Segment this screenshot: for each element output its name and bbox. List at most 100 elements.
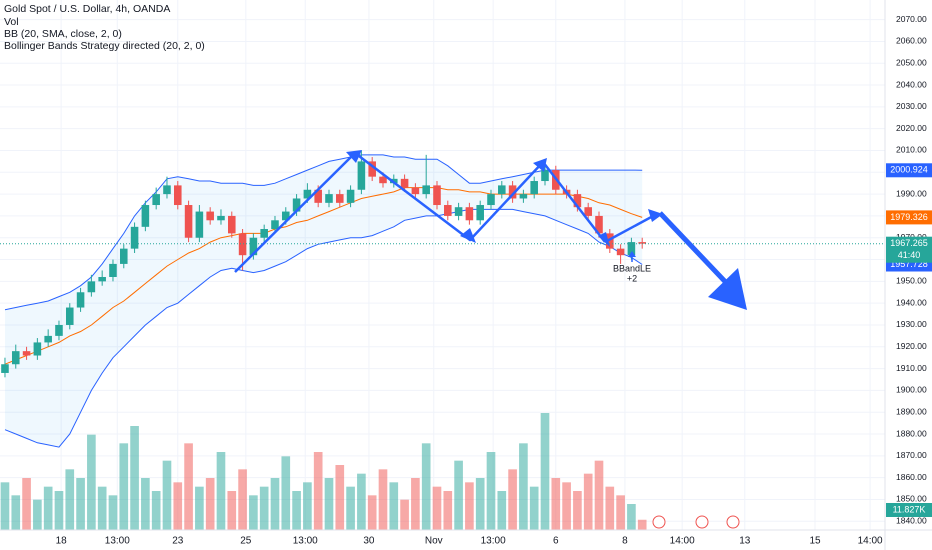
arrow-head bbox=[533, 158, 547, 172]
volume-bar bbox=[346, 486, 355, 530]
y-tick-label: 1880.00 bbox=[896, 428, 927, 438]
candle-body bbox=[487, 194, 495, 206]
candle-body bbox=[508, 185, 517, 199]
arrow-down-shaft bbox=[658, 211, 737, 294]
volume-bar bbox=[141, 478, 150, 530]
candle-body bbox=[87, 281, 96, 293]
candle-body bbox=[573, 194, 582, 208]
price-tag bbox=[886, 163, 932, 178]
candle-body bbox=[195, 211, 204, 238]
volume-bar bbox=[378, 469, 388, 530]
candle-body bbox=[476, 205, 484, 221]
volume-bar bbox=[454, 460, 463, 530]
price-tag-label: 1967.265 bbox=[890, 238, 928, 248]
x-tick-label: 13:00 bbox=[481, 536, 506, 547]
y-tick-label: 2020.00 bbox=[896, 123, 927, 133]
volume-bar bbox=[65, 469, 75, 530]
y-tick-label: 1910.00 bbox=[896, 363, 927, 373]
candle-body bbox=[498, 185, 506, 195]
signal-qty: +2 bbox=[627, 273, 637, 283]
x-tick-label: 30 bbox=[363, 536, 375, 547]
volume-bar bbox=[540, 413, 550, 530]
volume-bar bbox=[421, 443, 431, 530]
volume-bar bbox=[119, 443, 129, 530]
candle-body bbox=[530, 181, 538, 195]
volume-bar bbox=[367, 495, 377, 530]
volume-bar bbox=[616, 495, 625, 530]
event-icon[interactable] bbox=[652, 515, 666, 529]
candle-body bbox=[325, 194, 333, 203]
volume-bar bbox=[303, 482, 312, 530]
y-tick-label: 1990.00 bbox=[896, 188, 927, 198]
y-tick-label: 1950.00 bbox=[896, 276, 927, 286]
candle-body bbox=[109, 263, 117, 277]
band-fill bbox=[5, 154, 643, 448]
volume-bar bbox=[195, 486, 204, 530]
candle-body bbox=[141, 205, 150, 227]
volume-bar bbox=[216, 452, 226, 530]
volume-tag-label: 11.827K bbox=[893, 504, 926, 514]
candle-body bbox=[433, 185, 441, 206]
candle-body bbox=[173, 185, 182, 206]
x-tick-label: 13 bbox=[739, 536, 751, 547]
price-tag-label: 1957.728 bbox=[890, 259, 928, 269]
volume-bar bbox=[519, 443, 528, 530]
band-line bbox=[4, 154, 643, 311]
volume-bar bbox=[508, 469, 517, 530]
x-tick-label: 8 bbox=[622, 536, 628, 547]
volume-bar bbox=[130, 426, 139, 530]
band-line bbox=[4, 208, 643, 448]
volume-bar bbox=[33, 499, 42, 530]
candle-body bbox=[33, 342, 42, 356]
volume-bar bbox=[594, 460, 604, 530]
volume-bar bbox=[292, 491, 301, 530]
volume-bar bbox=[529, 486, 539, 530]
volume-bar bbox=[54, 491, 64, 530]
x-tick-label: 25 bbox=[240, 536, 252, 547]
candle-body bbox=[217, 215, 225, 221]
event-icons bbox=[652, 515, 740, 529]
x-tick-label: 13:00 bbox=[105, 536, 130, 547]
y-tick-label: 1900.00 bbox=[896, 385, 927, 395]
volume-bar bbox=[357, 473, 366, 530]
candle-body bbox=[163, 185, 171, 195]
indicator-label: Bollinger Bands Strategy directed (20, 2… bbox=[4, 40, 205, 52]
candle-body bbox=[292, 198, 301, 212]
candle-body bbox=[595, 215, 603, 234]
price-tag-label: 1979.326 bbox=[890, 212, 928, 222]
volume-bar bbox=[238, 469, 247, 530]
candle-body bbox=[368, 161, 376, 177]
candle-body bbox=[303, 189, 312, 199]
volume-bar bbox=[411, 478, 420, 530]
candle-body bbox=[65, 307, 74, 325]
x-tick-label: 14:00 bbox=[858, 536, 883, 547]
candle-body bbox=[422, 185, 430, 195]
price-tags: 2000.924 1979.326 1957.728 1967.265 41:40 11.… bbox=[886, 163, 932, 517]
volume-bar bbox=[324, 478, 334, 530]
grid bbox=[0, 0, 885, 530]
volume-bar bbox=[627, 504, 636, 530]
y-tick-label: 1920.00 bbox=[896, 341, 927, 351]
arrow-head bbox=[648, 209, 663, 222]
volume-bar bbox=[497, 491, 507, 530]
volume-bar bbox=[205, 478, 215, 530]
arrow-head bbox=[598, 232, 610, 247]
volume-bar bbox=[97, 486, 107, 530]
arrow-head bbox=[460, 228, 476, 243]
volume-bar bbox=[270, 478, 280, 530]
candle-body bbox=[271, 220, 279, 230]
candle-body bbox=[44, 335, 52, 343]
volume-bar bbox=[637, 519, 647, 530]
candle-body bbox=[282, 211, 290, 221]
y-tick-label: 2040.00 bbox=[896, 79, 927, 89]
event-icon[interactable] bbox=[726, 515, 740, 529]
volume-bar bbox=[551, 478, 561, 530]
volume-bar bbox=[605, 486, 615, 530]
event-icon[interactable] bbox=[695, 515, 709, 529]
indicator-label: BB (20, SMA, close, 2, 0) bbox=[4, 28, 122, 40]
volume-bar bbox=[475, 478, 485, 530]
arrow-heads bbox=[346, 150, 747, 310]
symbol-title: Gold Spot / U.S. Dollar, 4h, OANDA bbox=[4, 3, 170, 15]
volume-bar bbox=[432, 486, 442, 530]
